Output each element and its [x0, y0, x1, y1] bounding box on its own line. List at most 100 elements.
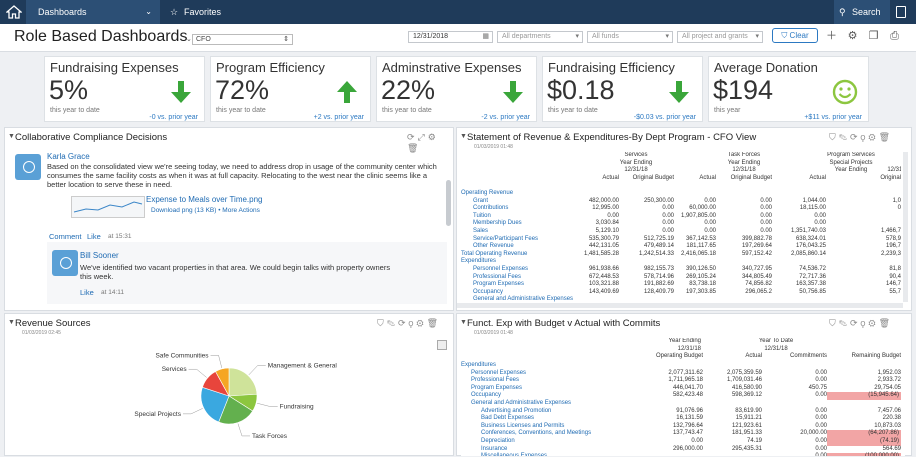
table-row[interactable]: Expenditures	[461, 362, 905, 370]
role-select[interactable]: CFO ⇕	[192, 34, 293, 45]
search-button[interactable]: ⚲ Search	[834, 0, 890, 24]
table-row[interactable]: Membership Dues 3,030.84 0.00 0.00 0.00 0.00	[461, 220, 901, 228]
post-author[interactable]: Karla Grace	[47, 152, 90, 161]
table-row[interactable]: Professional Fees 1,711,965.18 1,709,031.4…	[461, 377, 905, 385]
trash-icon[interactable]: 🗑	[426, 318, 442, 328]
edit-icon[interactable]: ✎	[838, 318, 850, 328]
copy-icon[interactable]: ❐	[868, 30, 879, 42]
pie-slice[interactable]	[228, 367, 258, 397]
cell-value: 137,743.47	[672, 430, 703, 437]
like-link[interactable]: Like	[80, 288, 94, 297]
add-icon[interactable]: ＋	[826, 30, 837, 42]
attachment-thumbnail[interactable]	[71, 196, 145, 218]
table-row[interactable]: Business Licenses and Permits 132,796.64 1…	[461, 423, 905, 431]
download-link[interactable]: Download png (13 KB) • More Actions	[151, 207, 260, 214]
search-icon[interactable]: ⚲	[860, 132, 869, 142]
home-icon[interactable]	[6, 5, 22, 19]
gear-icon[interactable]: ⚙	[847, 30, 858, 42]
table-row[interactable]: Miscellaneous Expenses 0.00(100,000.00)	[461, 453, 905, 456]
export-icon[interactable]	[437, 340, 447, 350]
reply-author[interactable]: Bill Sooner	[80, 251, 119, 260]
table-row[interactable]: Total Operating Revenue 1,481,585.28 1,242…	[461, 251, 901, 259]
trash-icon[interactable]: 🗑	[878, 318, 894, 328]
table-row[interactable]: Contributions 12,995.00 0.00 60,000.00 0.00 1…	[461, 205, 901, 213]
table-row[interactable]: General and Administrative Expenses	[461, 296, 901, 304]
table-row[interactable]: Occupancy 582,423.48 598,369.12 0.00 (15,945…	[461, 392, 905, 400]
table-row[interactable]: Program Expenses 446,041.70 416,580.90 450.…	[461, 385, 905, 393]
date-field[interactable]: 12/31/2018 ▦	[408, 31, 493, 43]
row-label: Professional Fees	[473, 273, 522, 280]
clear-filters-button[interactable]: ⛉ Clear	[772, 28, 818, 43]
trash-icon[interactable]: 🗑	[407, 143, 422, 153]
favorites-menu[interactable]: ☆ Favorites	[166, 0, 221, 24]
edit-icon[interactable]: ✎	[838, 132, 850, 142]
gear-icon[interactable]: ⚙	[868, 132, 879, 142]
filter-icon[interactable]: ⛉	[829, 132, 839, 142]
kpi-period: this year to date	[382, 107, 432, 114]
pie-slice[interactable]	[215, 367, 230, 397]
kpi-tile-program-efficiency[interactable]: Program Efficiency 72% this year to date…	[210, 56, 371, 122]
pie-slice[interactable]	[200, 386, 230, 423]
table-row[interactable]: Personnel Expenses 2,077,311.62 2,075,359.…	[461, 370, 905, 378]
cell-value: 399,882.78	[741, 235, 772, 242]
table-row[interactable]: Program Expenses 103,321.88 191,882.69 83,7…	[461, 281, 901, 289]
departments-select[interactable]: All departments ▾	[497, 31, 583, 43]
like-link[interactable]: Like	[87, 232, 101, 241]
table-row[interactable]: Personnel Expenses 961,938.66 982,155.73 39…	[461, 266, 901, 274]
edit-icon[interactable]: ✎	[386, 318, 398, 328]
cell-value: 0.00	[662, 228, 674, 234]
collapse-icon[interactable]: ▼	[460, 319, 467, 326]
bookmark-icon[interactable]	[896, 6, 906, 18]
table-row[interactable]: Other Revenue 442,131.05 479,489.14 181,117…	[461, 243, 901, 251]
refresh-icon[interactable]: ⟳	[849, 318, 861, 328]
table-row[interactable]: Tuition 0.00 0.00 1,907,805.00 0.00 0.00	[461, 213, 901, 221]
vertical-scrollbar[interactable]	[903, 152, 908, 302]
cell-value: 0.00	[662, 212, 674, 219]
attachment-filename[interactable]: Expense to Meals over Time.png	[146, 195, 263, 204]
search-icon[interactable]: ⚲	[408, 318, 417, 328]
kpi-tile-administrative-expenses[interactable]: Adminstrative Expenses 22% this year to …	[376, 56, 537, 122]
chart-thumbnail-icon	[73, 201, 143, 213]
panel-title: Statement of Revenue & Expenditures-By D…	[467, 132, 757, 143]
projects-select[interactable]: All project and grants ▾	[677, 31, 763, 43]
table-row[interactable]: Conferences, Conventions, and Meetings 13…	[461, 430, 905, 438]
kpi-tile-fundraising-expenses[interactable]: Fundraising Expenses 5% this year to dat…	[44, 56, 205, 122]
collapse-icon[interactable]: ▼	[8, 133, 15, 140]
table-row[interactable]: Professional Fees 672,448.53 578,714.96 269…	[461, 274, 901, 282]
kpi-tile-average-donation[interactable]: Average Donation $194 this year +$11 vs.…	[708, 56, 869, 122]
collapse-icon[interactable]: ▼	[460, 133, 467, 140]
table-row[interactable]: Operating Revenue	[461, 190, 901, 198]
pie-slice[interactable]	[218, 395, 254, 425]
search-icon[interactable]: ⚲	[860, 318, 869, 328]
table-row[interactable]: General and Administrative Expenses	[461, 400, 905, 408]
collapse-icon[interactable]: ▼	[8, 319, 15, 326]
filter-icon[interactable]: ⛉	[377, 318, 387, 328]
kpi-tile-fundraising-efficiency[interactable]: Fundraising Efficiency $0.18 this year t…	[542, 56, 703, 122]
horizontal-scrollbar[interactable]	[457, 303, 903, 308]
table-row[interactable]: Expenditures	[461, 258, 901, 266]
table-row[interactable]: Grant 482,000.00 250,300.00 0.00 0.00 1,044.0…	[461, 198, 901, 206]
table-row[interactable]: Service/Participant Fees 535,300.79 512,72…	[461, 236, 901, 244]
scrollbar[interactable]	[446, 180, 451, 226]
trash-icon[interactable]: 🗑	[878, 132, 894, 142]
expand-icon[interactable]: ⤢	[417, 132, 428, 142]
gear-icon[interactable]: ⚙	[868, 318, 879, 328]
table-row[interactable]: Depreciation 0.00 74.19 0.00 (74.19)	[461, 438, 905, 446]
table-row[interactable]: Sales 5,129.10 0.00 0.00 0.00 1,351,740.03 1,4…	[461, 228, 901, 236]
comment-link[interactable]: Comment	[49, 232, 82, 241]
funds-select[interactable]: All funds ▾	[587, 31, 673, 43]
gear-icon[interactable]: ⚙	[416, 318, 427, 328]
table-row[interactable]: Advertising and Promotion 91,076.96 83,619…	[461, 408, 905, 416]
gear-icon[interactable]: ⚙	[427, 132, 439, 142]
dashboards-menu[interactable]: Dashboards ⌄	[26, 0, 160, 24]
refresh-icon[interactable]: ⟳	[849, 132, 861, 142]
table-row[interactable]: Bad Debt Expenses 16,131.59 15,911.21 0.00 2…	[461, 415, 905, 423]
table-row[interactable]: Occupancy 143,409.69 128,409.79 197,303.85 2…	[461, 289, 901, 297]
kpi-name: Adminstrative Expenses	[382, 60, 522, 75]
print-icon[interactable]: ⎙	[890, 30, 899, 42]
filter-icon[interactable]: ⛉	[829, 318, 839, 328]
cell-value: 12,995.00	[592, 205, 619, 212]
refresh-icon[interactable]: ⟳	[407, 132, 418, 142]
table-row[interactable]: Insurance 296,000.00 295,435.31 0.00 564.69	[461, 446, 905, 454]
refresh-icon[interactable]: ⟳	[397, 318, 409, 328]
